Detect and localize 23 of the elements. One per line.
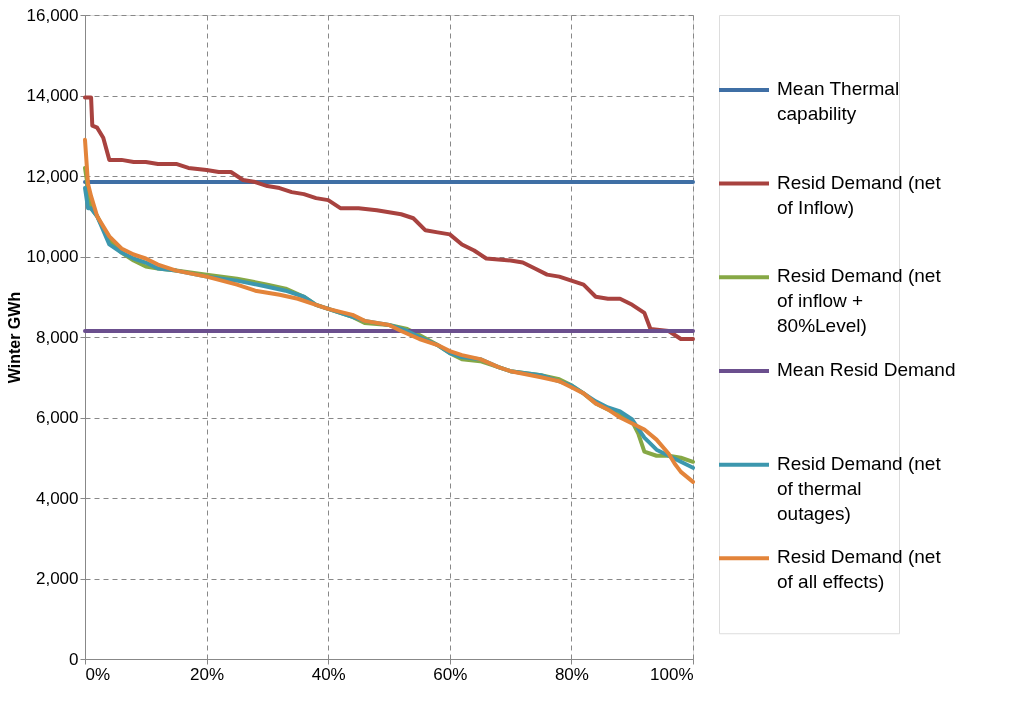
y-tick-label: 16,000 (26, 5, 79, 25)
x-tick-label: 40% (311, 664, 346, 684)
legend-label: Mean Thermal capability (777, 77, 900, 124)
y-tick-label: 4,000 (35, 488, 79, 508)
y-tick-label: 8,000 (35, 327, 79, 347)
legend-label: Mean Resid Demand (777, 358, 956, 380)
x-tick-label: 20% (190, 664, 225, 684)
legend-label: Resid Demand (net of inflow + 80%Level) (777, 265, 942, 337)
x-tick-label: 100% (650, 664, 694, 684)
y-tick-label: 14,000 (26, 86, 79, 105)
y-tick-label: 0 (69, 649, 79, 669)
legend-label: Resid Demand (net of thermal outages) (777, 452, 942, 524)
x-tick-label: 0% (85, 664, 111, 684)
y-tick-label: 12,000 (26, 166, 79, 186)
legend-label: Resid Demand (net of all effects) (777, 546, 942, 593)
y-tick-label: 2,000 (35, 569, 79, 588)
y-tick-label: 6,000 (35, 408, 79, 427)
y-tick-label: 10,000 (26, 247, 79, 266)
x-tick-label: 80% (554, 664, 589, 684)
y-axis-title: Winter GWh (5, 291, 23, 384)
x-tick-label: 60% (433, 664, 468, 684)
line-series (83, 95, 695, 342)
legend-label: Resid Demand (net of Inflow) (777, 171, 942, 218)
